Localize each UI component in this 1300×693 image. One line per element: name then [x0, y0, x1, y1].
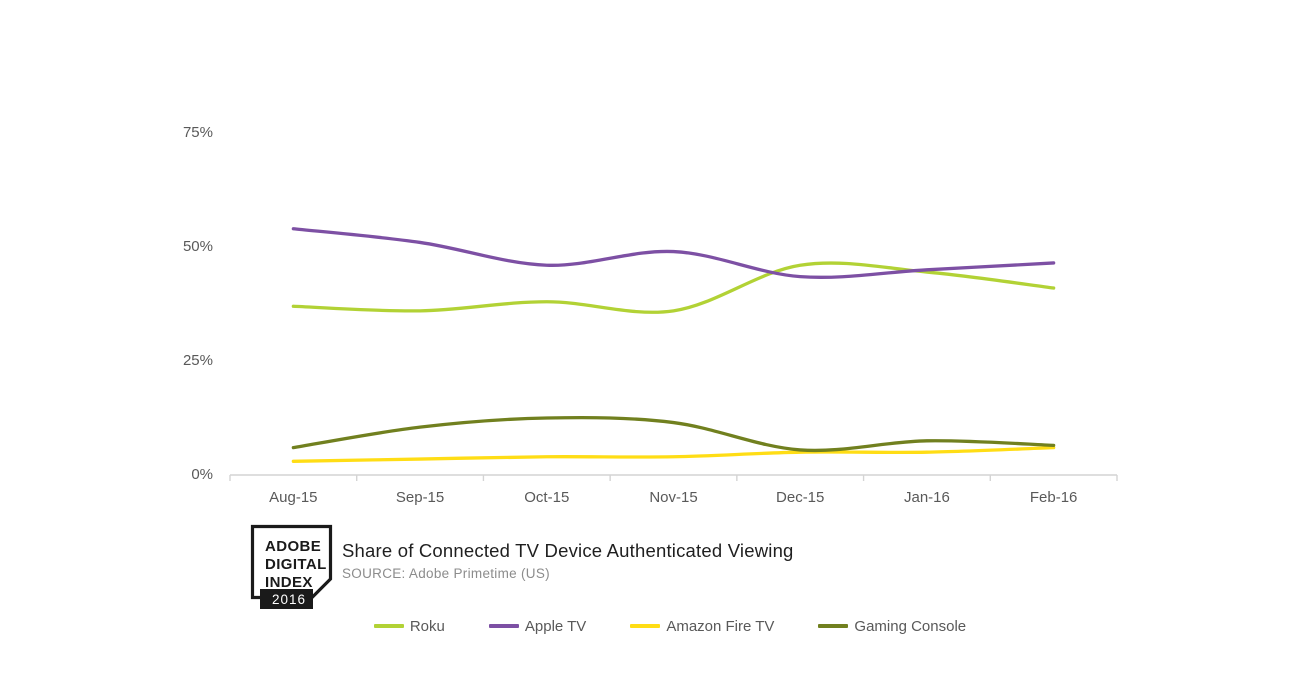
- adobe-digital-index-logo: ADOBE DIGITAL INDEX 2016: [250, 524, 333, 609]
- logo-word-adobe: ADOBE: [265, 538, 321, 555]
- x-tick-label-sep-15: Sep-15: [395, 489, 445, 506]
- legend-label: Roku: [409, 617, 445, 635]
- legend-swatch: [630, 624, 661, 628]
- x-tick-label-oct-15: Oct-15: [524, 489, 570, 506]
- chart-source: SOURCE: Adobe Primetime (US): [342, 566, 550, 581]
- y-tick-label-50: 50%: [182, 238, 213, 255]
- series-line-amazon-fire-tv: [291, 445, 1056, 463]
- series-line-gaming-console: [291, 415, 1056, 453]
- chart-legend: Roku Apple TV Amazon Fire TV Gaming Console: [0, 614, 1300, 638]
- legend-item-apple-tv: Apple TV: [488, 617, 587, 635]
- legend-label: Gaming Console: [854, 617, 967, 635]
- x-tick-label-jan-16: Jan-16: [903, 489, 950, 506]
- logo-year-text: 2016: [272, 592, 306, 607]
- chart-title: Share of Connected TV Device Authenticat…: [342, 540, 794, 561]
- logo-outline: [250, 524, 333, 600]
- series-line-apple-tv: [291, 227, 1056, 279]
- x-tick-label-feb-16: Feb-16: [1029, 489, 1078, 506]
- legend-label: Apple TV: [524, 617, 587, 635]
- x-tick-label-dec-15: Dec-15: [776, 489, 825, 506]
- chart-plot-area: [229, 227, 1118, 481]
- legend-swatch: [818, 624, 849, 628]
- logo-year-badge: [260, 589, 313, 609]
- legend-item-roku: Roku: [373, 617, 445, 635]
- legend-item-gaming-console: Gaming Console: [818, 618, 966, 635]
- logo-word-index: INDEX: [265, 574, 313, 591]
- legend-swatch: [373, 624, 404, 628]
- x-tick-label-aug-15: Aug-15: [269, 489, 318, 506]
- y-tick-label-75: 75%: [182, 124, 213, 141]
- y-tick-label-25: 25%: [182, 352, 213, 369]
- legend-item-amazon-fire-tv: Amazon Fire TV: [630, 618, 774, 635]
- legend-label: Amazon Fire TV: [666, 617, 775, 635]
- y-tick-label-0: 0%: [191, 466, 213, 483]
- x-tick-label-nov-15: Nov-15: [649, 489, 698, 506]
- legend-swatch: [488, 624, 519, 628]
- series-line-roku: [291, 261, 1056, 314]
- logo-word-digital: DIGITAL: [265, 556, 327, 573]
